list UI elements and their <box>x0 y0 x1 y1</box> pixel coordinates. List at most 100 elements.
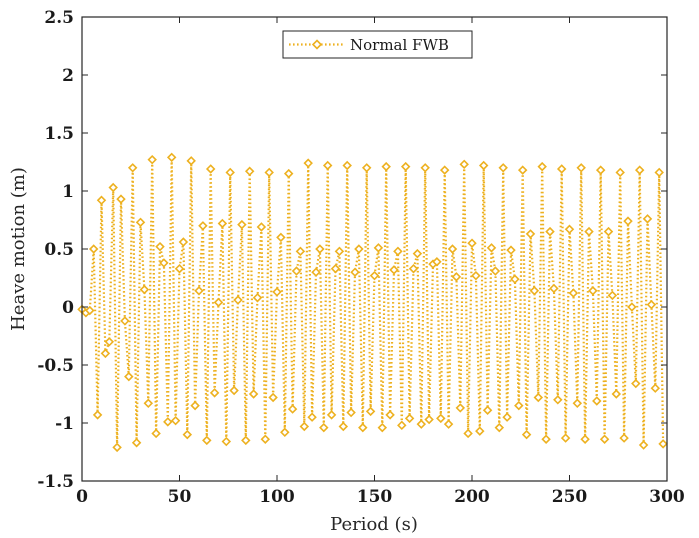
data-point-marker <box>221 436 232 447</box>
data-point-marker <box>205 164 216 174</box>
x-tick-label: 50 <box>168 487 192 507</box>
data-point-marker <box>646 299 657 310</box>
data-point-marker <box>202 435 212 446</box>
data-point-marker <box>229 385 239 396</box>
data-point-marker <box>116 194 126 204</box>
data-point-marker <box>92 410 103 420</box>
data-point-marker <box>400 161 411 172</box>
series-line-normal-fwb <box>81 156 665 449</box>
data-point-marker <box>155 241 165 252</box>
data-point-marker <box>424 414 434 425</box>
data-point-marker <box>436 413 446 424</box>
data-point-marker <box>599 434 610 444</box>
data-point-marker <box>443 419 454 429</box>
data-point-marker <box>584 226 594 237</box>
data-point-marker <box>568 288 579 298</box>
data-point-marker <box>545 226 555 237</box>
data-point-marker <box>190 400 200 411</box>
data-point-marker <box>256 222 267 232</box>
data-point-marker <box>166 152 177 163</box>
data-point-marker <box>615 167 625 178</box>
data-point-marker <box>549 283 559 294</box>
x-tick-label: 250 <box>552 487 588 507</box>
data-point-marker <box>588 286 598 296</box>
y-tick-label: -1.5 <box>37 472 74 492</box>
x-tick-label: 300 <box>649 487 685 507</box>
data-point-marker <box>455 403 466 413</box>
data-point-marker <box>291 266 302 276</box>
data-point-marker <box>404 413 415 424</box>
data-point-marker <box>514 400 524 411</box>
data-point-marker <box>124 371 134 382</box>
data-point-marker <box>385 410 395 420</box>
data-point-marker <box>326 410 337 420</box>
data-point-marker <box>377 422 388 433</box>
data-point-marker <box>120 316 130 326</box>
data-point-marker <box>517 165 528 175</box>
data-point-marker <box>252 292 263 303</box>
data-point-marker <box>439 165 450 175</box>
data-point-marker <box>217 218 228 229</box>
data-point-marker <box>634 165 645 175</box>
data-point-marker <box>619 433 629 443</box>
data-point-marker <box>244 166 255 177</box>
data-point-marker <box>607 290 618 301</box>
y-tick-label: 2 <box>62 66 74 86</box>
data-point-marker <box>498 163 508 173</box>
x-tick-label: 200 <box>454 487 490 507</box>
data-point-marker <box>650 383 661 393</box>
data-point-marker <box>198 221 208 231</box>
data-point-marker <box>533 392 544 403</box>
data-point-marker <box>537 161 547 172</box>
data-point-marker <box>287 404 298 414</box>
data-point-marker <box>521 429 532 440</box>
data-point-marker <box>389 265 399 275</box>
data-point-marker <box>358 422 368 433</box>
data-point-marker <box>303 158 313 168</box>
data-point-marker <box>459 159 469 170</box>
y-tick-label: 1.5 <box>44 124 74 144</box>
data-point-marker <box>170 415 181 426</box>
data-point-marker <box>408 263 419 274</box>
data-point-marker <box>295 246 306 257</box>
data-point-marker <box>143 398 154 409</box>
data-point-marker <box>361 163 372 173</box>
data-point-marker <box>225 167 235 178</box>
data-point-marker <box>432 257 442 267</box>
data-point-marker <box>108 182 118 193</box>
data-point-marker <box>627 302 637 312</box>
data-point-marker <box>350 267 360 277</box>
data-point-marker <box>412 248 423 259</box>
data-point-marker <box>529 286 540 296</box>
data-point-marker <box>280 427 290 438</box>
data-point-marker <box>369 270 380 281</box>
data-point-marker <box>174 263 185 274</box>
data-point-marker <box>638 440 649 450</box>
data-point-marker <box>482 405 493 415</box>
data-point-marker <box>525 229 536 239</box>
data-point-marker <box>178 237 189 247</box>
x-tick-label: 100 <box>259 487 295 507</box>
y-axis-label: Heave motion (m) <box>8 167 29 331</box>
data-point-marker <box>334 246 345 257</box>
data-point-marker <box>139 284 150 295</box>
y-tick-label: -0.5 <box>37 356 74 376</box>
data-point-marker <box>611 389 622 399</box>
data-point-marker <box>100 348 111 359</box>
data-point-marker <box>276 232 286 243</box>
data-point-marker <box>494 422 505 433</box>
data-point-marker <box>147 154 157 165</box>
data-point-marker <box>151 428 161 439</box>
data-point-marker <box>397 420 407 431</box>
y-tick-label: -1 <box>55 414 74 434</box>
data-point-marker <box>553 395 563 405</box>
data-point-marker <box>272 287 282 297</box>
legend: Normal FWB <box>282 30 473 59</box>
y-tick-label: 1 <box>62 182 74 202</box>
data-point-marker <box>283 168 294 179</box>
ticks-layer <box>81 16 668 482</box>
data-point-marker <box>213 297 224 308</box>
data-point-marker <box>564 224 575 235</box>
data-point-marker <box>478 160 489 171</box>
